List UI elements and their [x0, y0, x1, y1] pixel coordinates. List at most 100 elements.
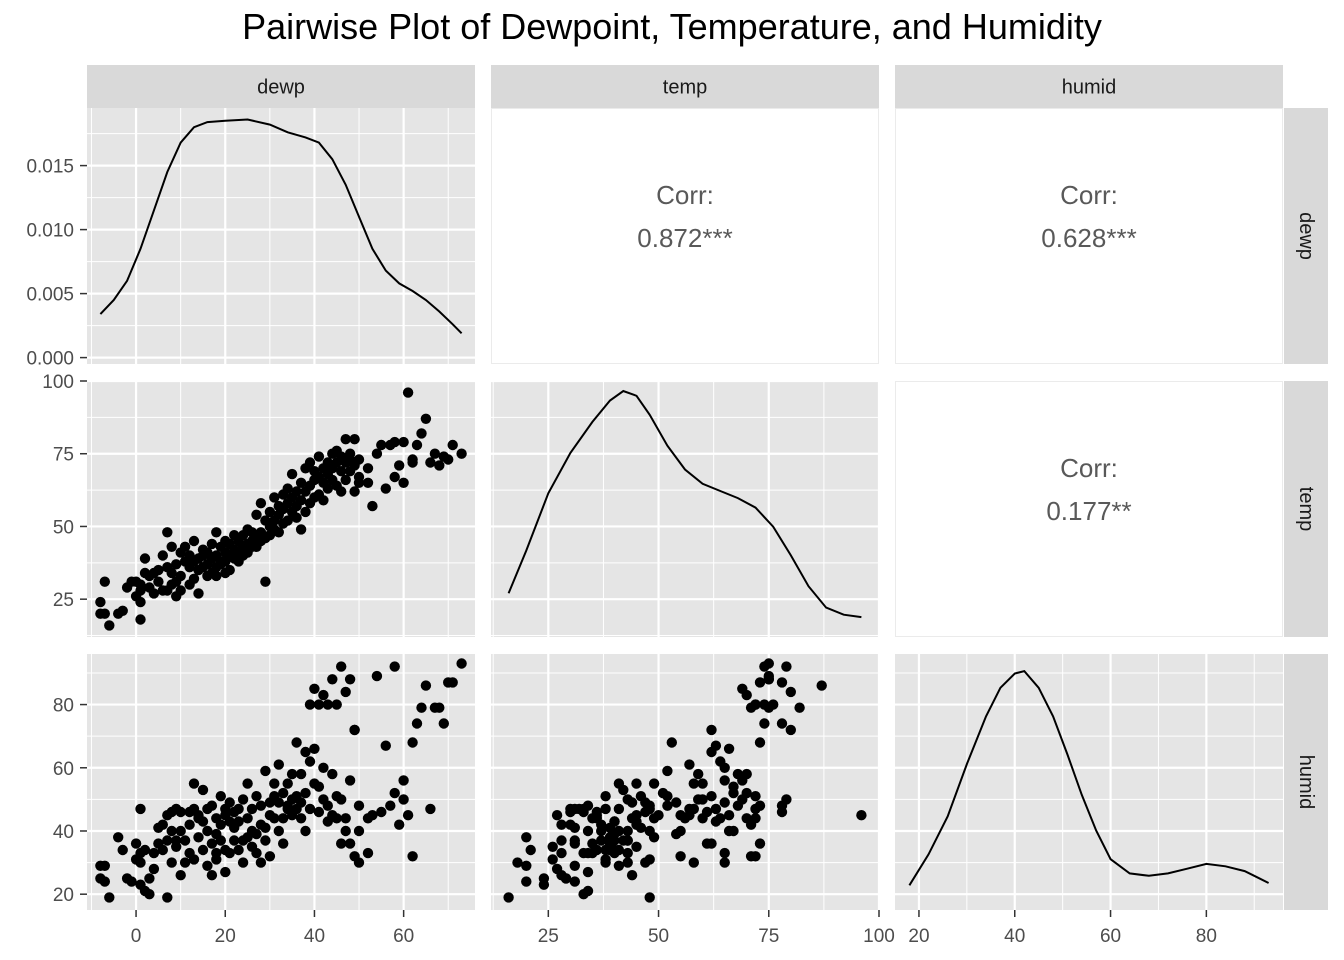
data-point	[582, 825, 594, 837]
data-point	[596, 819, 607, 830]
data-point	[202, 825, 213, 837]
data-point	[750, 791, 761, 802]
strip-label-dewp: dewp	[257, 77, 305, 99]
strip-label-dewp-row: dewp	[1295, 212, 1317, 260]
data-point	[349, 434, 360, 445]
data-point	[675, 810, 686, 821]
data-point	[157, 844, 168, 856]
data-point	[447, 439, 458, 451]
data-point	[104, 620, 115, 631]
data-point	[723, 743, 735, 754]
data-point	[631, 778, 642, 789]
data-point	[657, 787, 669, 799]
data-point	[688, 857, 699, 868]
data-point	[785, 724, 796, 736]
data-point	[438, 718, 449, 729]
data-point	[175, 870, 186, 881]
panel-dewp-dewp	[87, 108, 475, 364]
data-point	[336, 838, 347, 849]
panel-dewp-temp: Corr: 0.872***	[491, 108, 879, 364]
panel-humid-dewp	[87, 654, 475, 910]
data-point	[282, 515, 293, 526]
data-point	[135, 585, 146, 596]
x-tick-label: 0	[131, 926, 142, 947]
data-point	[233, 803, 244, 815]
data-point	[666, 737, 677, 748]
x-tick-label: 100	[863, 926, 895, 947]
data-point	[521, 832, 532, 843]
data-point	[763, 702, 774, 713]
data-point	[635, 822, 647, 833]
data-point	[162, 527, 173, 538]
data-point	[336, 466, 347, 477]
data-point	[135, 596, 146, 608]
data-point	[578, 889, 589, 900]
data-point	[648, 778, 660, 789]
data-point	[684, 810, 695, 821]
data-point	[144, 873, 155, 884]
data-point	[556, 847, 567, 859]
data-point	[331, 699, 342, 710]
y-tick-label: 20	[53, 885, 74, 906]
strip-top-dewp	[87, 65, 475, 108]
data-point	[233, 844, 244, 856]
data-point	[763, 670, 774, 682]
data-point	[179, 835, 191, 846]
data-point	[425, 803, 436, 815]
data-point	[398, 775, 409, 786]
y-tick-label: 80	[53, 696, 74, 717]
data-point	[273, 527, 284, 538]
data-point	[443, 454, 454, 465]
data-point	[264, 506, 276, 518]
x-tick-label: 50	[648, 926, 669, 947]
data-point	[237, 794, 249, 805]
data-point	[394, 460, 405, 471]
data-point	[521, 876, 532, 887]
data-point	[429, 448, 441, 459]
data-point	[569, 835, 580, 846]
data-point	[353, 477, 365, 488]
data-point	[353, 825, 365, 837]
data-point	[389, 436, 400, 448]
data-point	[327, 768, 338, 780]
data-point	[719, 797, 730, 808]
data-point	[269, 778, 280, 789]
data-point	[512, 857, 523, 868]
data-point	[242, 778, 253, 789]
x-tick-label: 75	[758, 926, 779, 947]
y-tick-label: 100	[42, 372, 74, 393]
data-point	[286, 768, 298, 780]
data-point	[193, 588, 204, 599]
data-point	[398, 436, 409, 448]
data-point	[398, 794, 409, 805]
data-point	[202, 860, 213, 871]
strip-label-temp-row: temp	[1295, 487, 1317, 531]
data-point	[675, 825, 686, 837]
data-point	[600, 844, 611, 856]
data-point	[135, 614, 146, 625]
data-point	[693, 794, 704, 805]
data-point	[340, 474, 351, 486]
y-tick-label: 75	[53, 445, 74, 466]
data-point	[291, 737, 302, 748]
data-point	[353, 800, 365, 811]
corr-value: 0.872***	[637, 223, 732, 253]
data-point	[582, 800, 594, 811]
data-point	[179, 541, 191, 552]
data-point	[754, 737, 766, 748]
y-tick-label: 50	[53, 517, 74, 538]
data-point	[613, 844, 625, 856]
data-point	[148, 588, 160, 599]
data-point	[776, 718, 788, 729]
panel-dewp-humid: Corr: 0.628***	[895, 108, 1283, 364]
data-point	[425, 457, 436, 468]
data-point	[344, 775, 356, 786]
data-point	[613, 860, 625, 871]
data-point	[175, 825, 186, 837]
data-point	[260, 765, 271, 777]
data-point	[157, 819, 168, 830]
data-point	[622, 794, 633, 805]
data-point	[750, 803, 761, 815]
data-point	[166, 825, 177, 837]
data-point	[420, 413, 432, 424]
